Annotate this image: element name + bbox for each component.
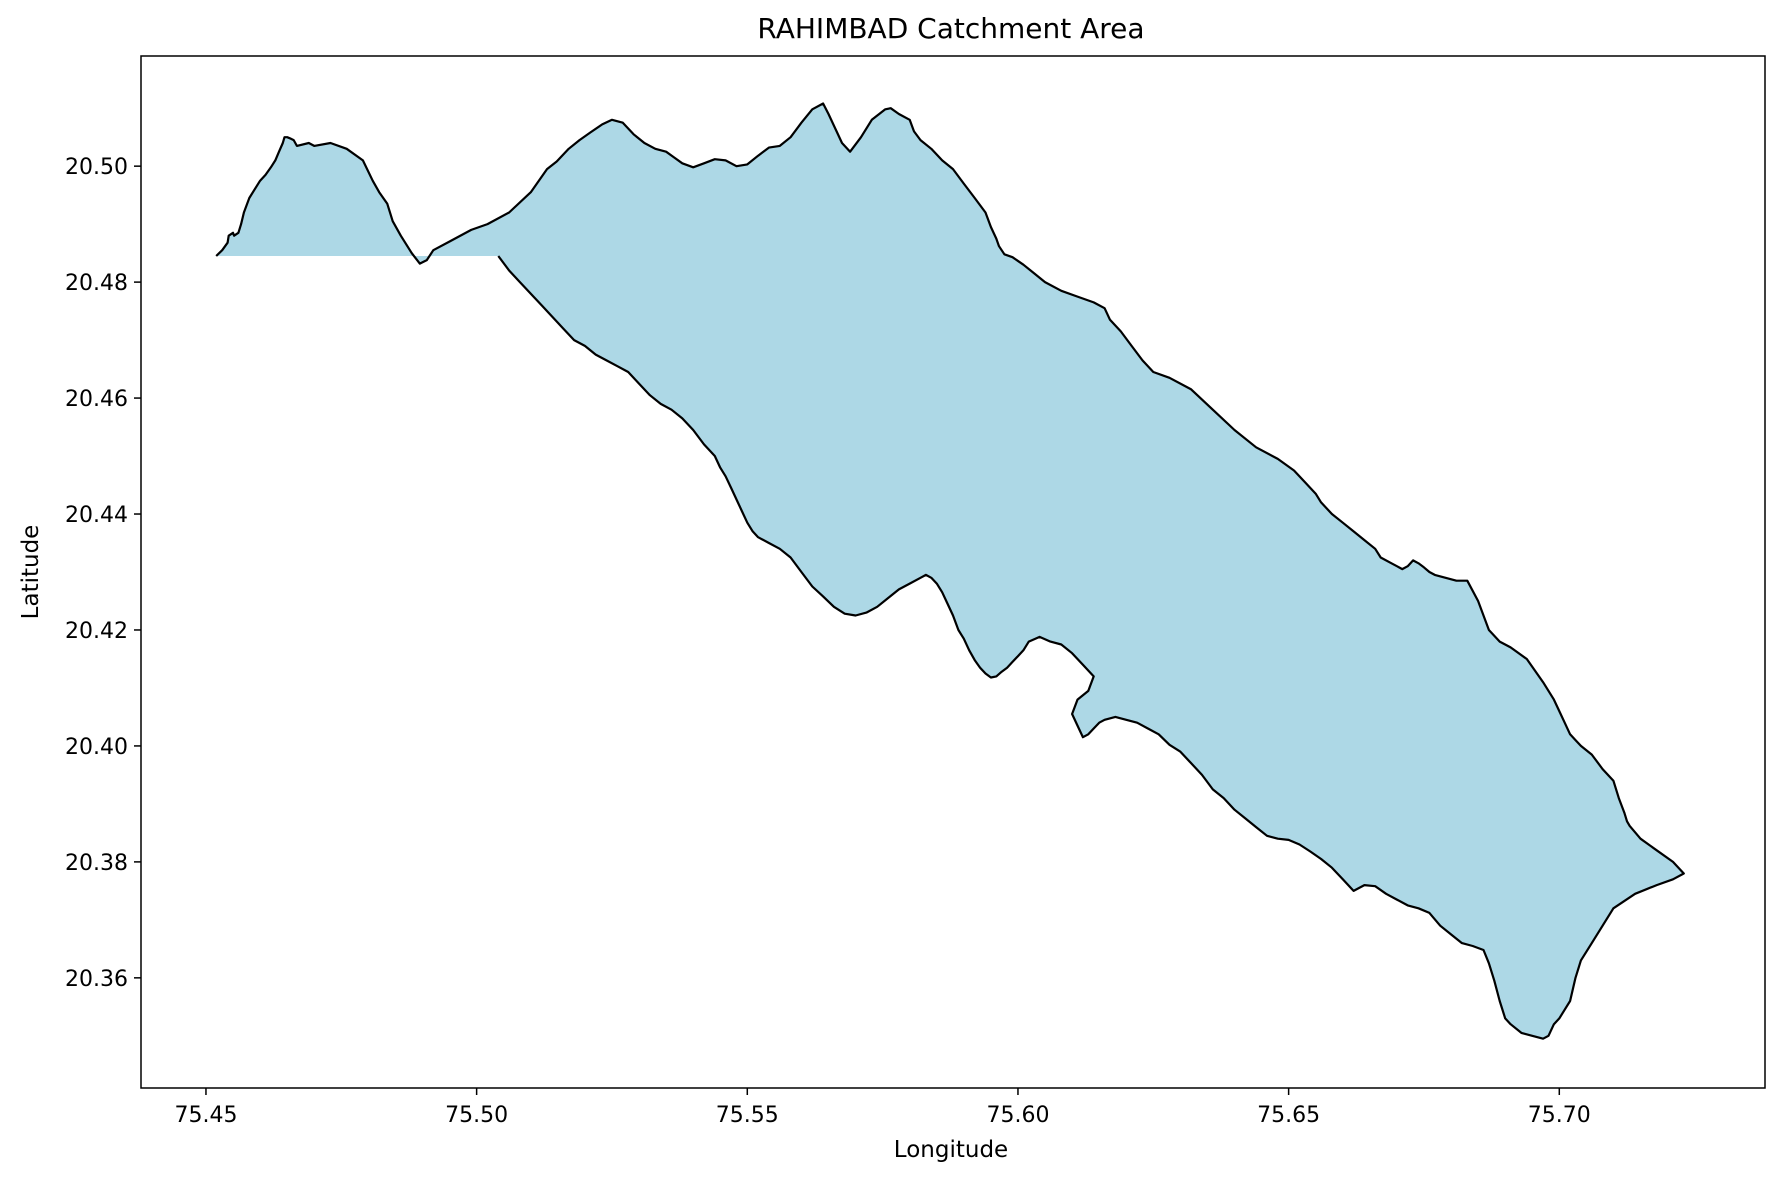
y-tick-label: 20.50 [65, 155, 128, 180]
y-tick-label: 20.42 [65, 619, 128, 644]
y-tick-label: 20.38 [65, 851, 128, 876]
y-tick-label: 20.36 [65, 967, 128, 992]
x-tick-label: 75.50 [445, 1103, 508, 1128]
chart-title: RAHIMBAD Catchment Area [757, 12, 1144, 45]
x-tick-label: 75.65 [1257, 1103, 1320, 1128]
y-tick-label: 20.40 [65, 735, 128, 760]
y-tick-label: 20.44 [65, 503, 128, 528]
catchment-polygon [215, 102, 1685, 1040]
y-tick-label: 20.46 [65, 387, 128, 412]
x-tick-label: 75.60 [986, 1103, 1049, 1128]
x-tick-label: 75.70 [1528, 1103, 1591, 1128]
axes-frame [140, 55, 1766, 1089]
y-axis-label: Latitude [18, 525, 44, 620]
x-tick-label: 75.45 [174, 1103, 237, 1128]
x-axis-ticks: 75.45 75.50 75.55 75.60 75.65 75.70 [174, 1088, 1591, 1128]
x-axis-label: Longitude [894, 1137, 1008, 1163]
x-tick-label: 75.55 [716, 1103, 779, 1128]
y-tick-label: 20.48 [65, 271, 128, 296]
y-axis-ticks: 20.36 20.38 20.40 20.42 20.44 20.46 20.48 20.50 [65, 155, 141, 992]
